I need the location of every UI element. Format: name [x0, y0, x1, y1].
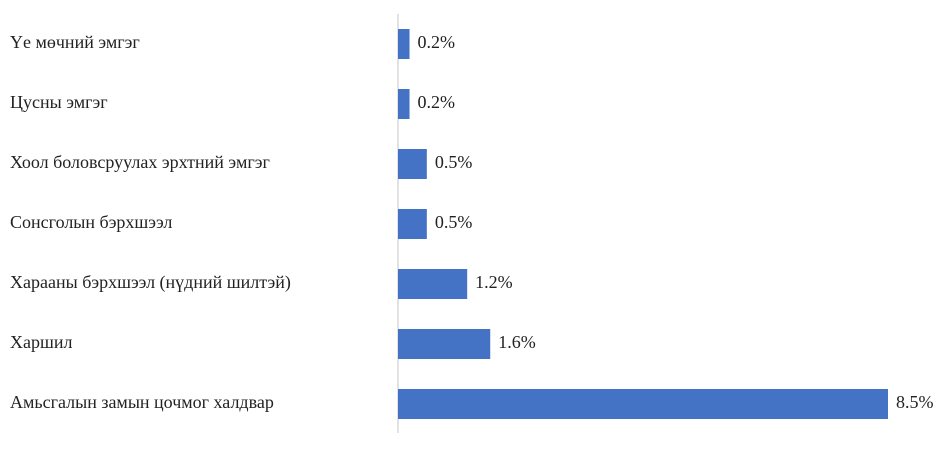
data-label: 0.2%	[418, 32, 456, 52]
data-label: 0.5%	[435, 152, 473, 172]
category-label: Амьсгалын замын цочмог халдвар	[10, 392, 274, 412]
data-label: 8.5%	[896, 392, 934, 412]
data-label: 1.6%	[498, 332, 536, 352]
data-label: 0.2%	[418, 92, 456, 112]
category-label: Цусны эмгэг	[10, 92, 108, 112]
bar	[398, 209, 427, 239]
data-label: 1.2%	[475, 272, 513, 292]
category-label: Харааны бэрхшээл (нүдний шилтэй)	[10, 272, 291, 293]
bar	[398, 89, 410, 119]
bar	[398, 149, 427, 179]
category-label: Харшил	[10, 332, 72, 352]
bar	[398, 329, 491, 359]
bar	[398, 29, 410, 59]
category-label: Үе мөчний эмгэг	[10, 32, 140, 52]
bar	[398, 269, 468, 299]
data-label: 0.5%	[435, 212, 473, 232]
category-label: Сонсголын бэрхшээл	[10, 212, 172, 232]
category-label: Хоол боловсруулах эрхтний эмгэг	[10, 152, 270, 172]
bar	[398, 389, 888, 419]
